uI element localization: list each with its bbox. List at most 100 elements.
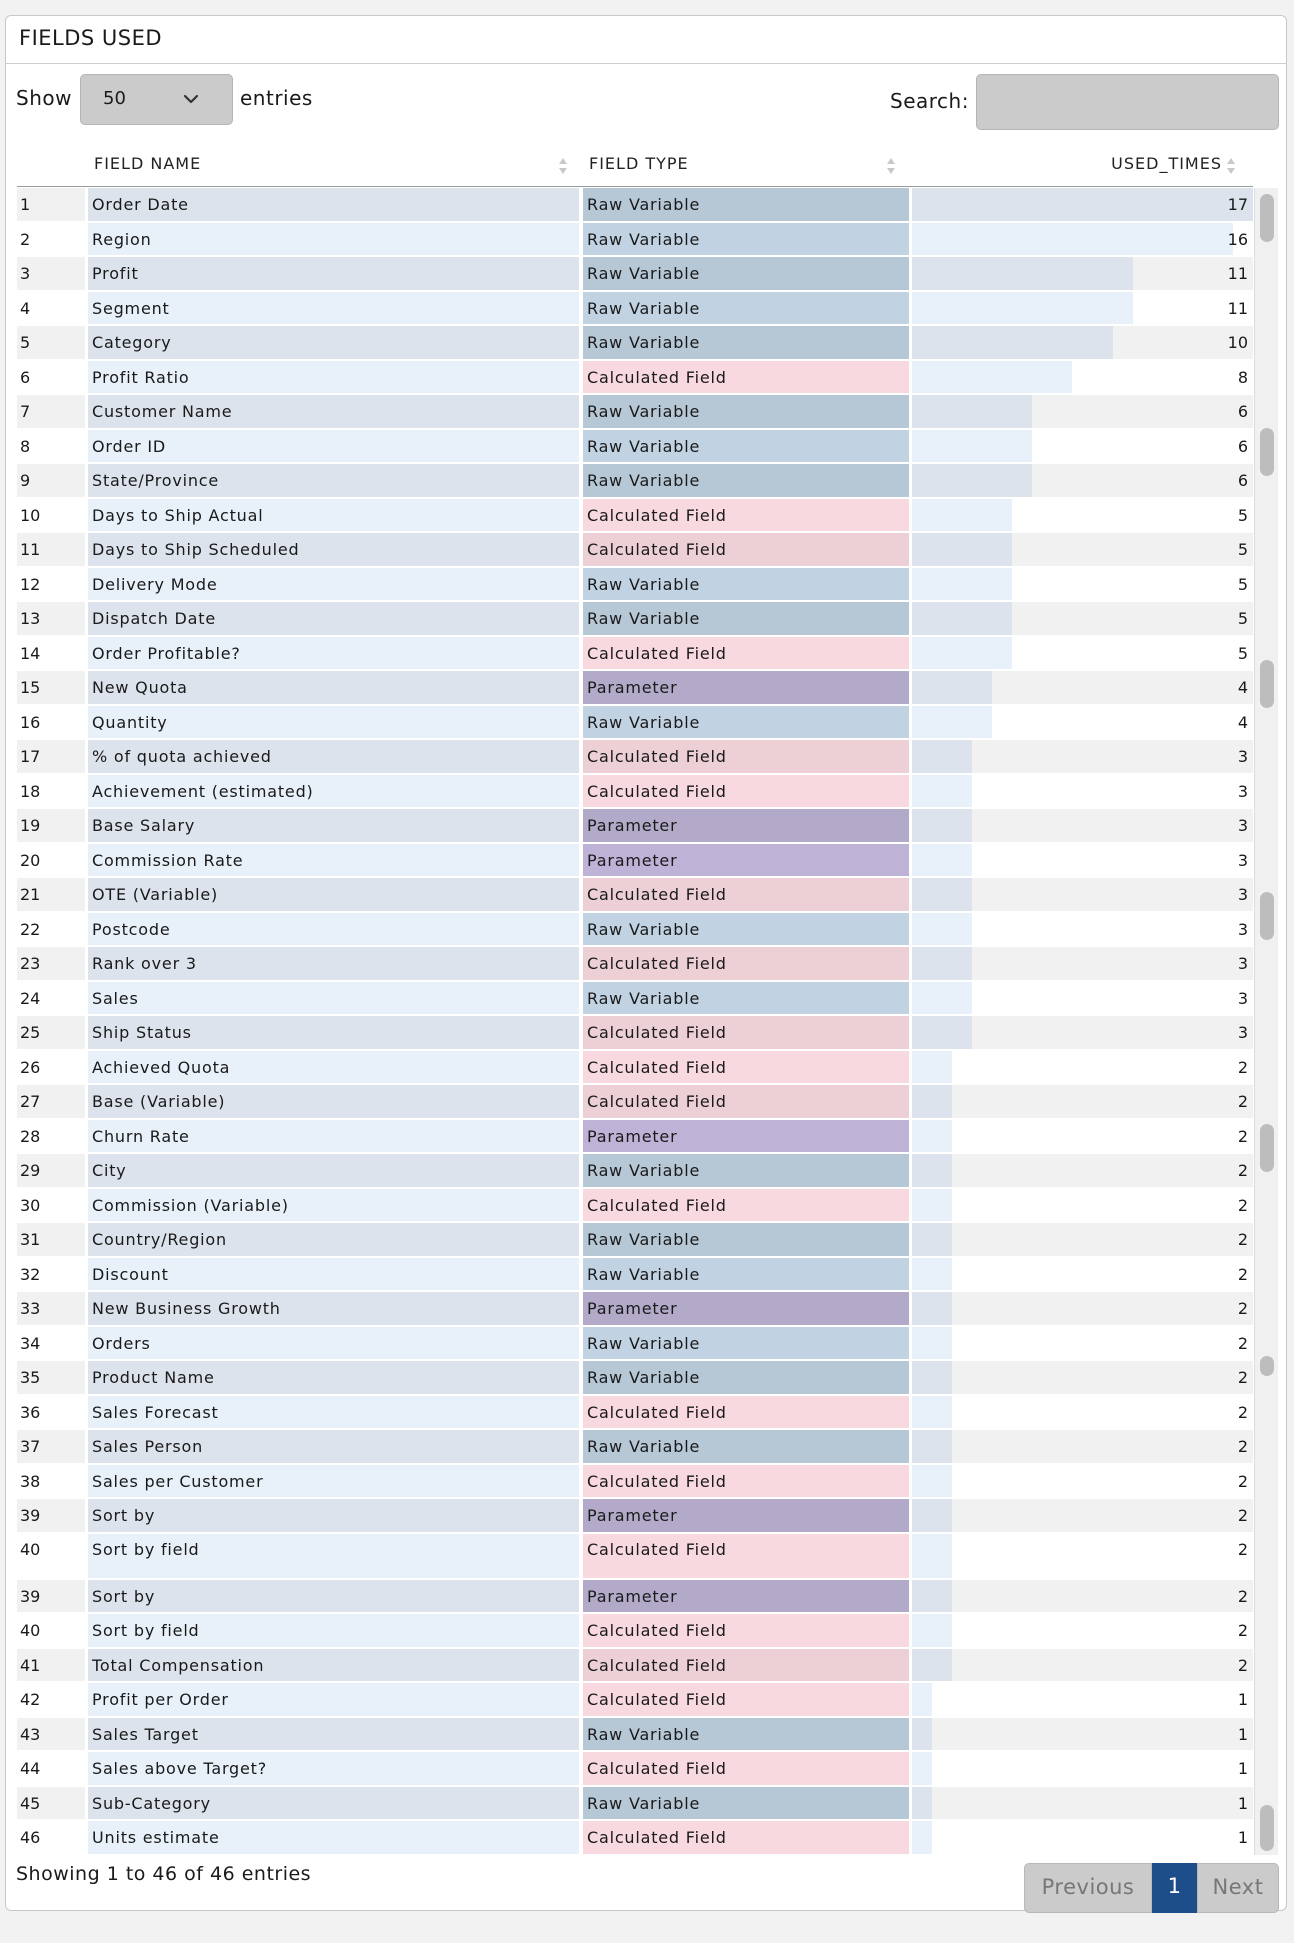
sort-icon[interactable] <box>886 155 896 177</box>
field-name-cell: Delivery Mode <box>88 567 579 600</box>
row-number-text: 20 <box>20 850 41 870</box>
scrollbar-thumb[interactable] <box>1260 1124 1274 1172</box>
row-number: 42 <box>17 1683 85 1716</box>
table-row[interactable]: 36 Sales Forecast Calculated Field 2 <box>17 1395 1253 1431</box>
used-times-cell: 3 <box>912 912 1253 945</box>
table-row[interactable]: 6 Profit Ratio Calculated Field 8 <box>17 360 1253 396</box>
used-times-value: 11 <box>1227 298 1248 318</box>
table-row[interactable]: 41 Total Compensation Calculated Field 2 <box>17 1648 1253 1684</box>
used-times-value: 2 <box>1237 1299 1248 1318</box>
table-row[interactable]: 40 Sort by field Calculated Field 2 <box>17 1533 1253 1580</box>
field-name-cell: Orders <box>88 1326 579 1359</box>
table-row[interactable]: 30 Commission (Variable) Calculated Field 2 <box>17 1188 1253 1224</box>
table-row[interactable]: 10 Days to Ship Actual Calculated Field 5 <box>17 498 1253 534</box>
field-name-text: Postcode <box>92 919 171 939</box>
table-row[interactable]: 5 Category Raw Variable 10 <box>17 326 1253 361</box>
table-row[interactable]: 11 Days to Ship Scheduled Calculated Field… <box>17 533 1253 568</box>
row-number: 1 <box>17 188 85 221</box>
field-name-text: Order Date <box>92 195 189 214</box>
table-row[interactable]: 46 Units estimate Calculated Field 1 <box>17 1821 1253 1856</box>
used-times-bar <box>912 1119 953 1152</box>
table-row[interactable]: 24 Sales Raw Variable 3 <box>17 981 1253 1017</box>
field-name-cell: Ship Status <box>88 1016 579 1049</box>
table-row[interactable]: 4 Segment Raw Variable 11 <box>17 291 1253 327</box>
field-type-cell: Raw Variable <box>583 1361 909 1394</box>
scrollbar[interactable] <box>1254 188 1278 1855</box>
table-row[interactable]: 16 Quantity Raw Variable 4 <box>17 705 1253 741</box>
table-row[interactable]: 33 New Business Growth Parameter 2 <box>17 1292 1253 1327</box>
table-row[interactable]: 39 Sort by Parameter 2 <box>17 1579 1253 1615</box>
scrollbar-thumb[interactable] <box>1260 194 1274 242</box>
table-row[interactable]: 42 Profit per Order Calculated Field 1 <box>17 1683 1253 1718</box>
column-header-used-times[interactable]: USED_TIMES <box>1111 154 1222 173</box>
row-number-text: 38 <box>20 1471 41 1491</box>
used-times-cell: 2 <box>912 1257 1253 1290</box>
table-row[interactable]: 9 State/Province Raw Variable 6 <box>17 464 1253 499</box>
row-number: 10 <box>17 498 85 531</box>
next-page-button[interactable]: Next <box>1197 1863 1279 1913</box>
table-row[interactable]: 3 Profit Raw Variable 11 <box>17 257 1253 292</box>
entries-per-page-select[interactable]: 50 <box>80 74 233 125</box>
field-type-text: Calculated Field <box>587 505 727 525</box>
row-number: 32 <box>17 1257 85 1290</box>
row-number-text: 34 <box>20 1333 41 1353</box>
used-times-cell: 3 <box>912 843 1253 876</box>
field-type-text: Calculated Field <box>587 1621 727 1640</box>
table-row[interactable]: 25 Ship Status Calculated Field 3 <box>17 1016 1253 1051</box>
row-number-text: 36 <box>20 1402 41 1422</box>
table-row[interactable]: 17 % of quota achieved Calculated Field 3 <box>17 740 1253 775</box>
table-row[interactable]: 34 Orders Raw Variable 2 <box>17 1326 1253 1362</box>
table-row[interactable]: 38 Sales per Customer Calculated Field 2 <box>17 1464 1253 1500</box>
table-row[interactable]: 40 Sort by field Calculated Field 2 <box>17 1614 1253 1649</box>
used-times-cell: 1 <box>912 1786 1253 1819</box>
scrollbar-thumb[interactable] <box>1260 660 1274 708</box>
scrollbar-thumb[interactable] <box>1260 892 1274 940</box>
table-row[interactable]: 32 Discount Raw Variable 2 <box>17 1257 1253 1293</box>
table-row[interactable]: 21 OTE (Variable) Calculated Field 3 <box>17 878 1253 913</box>
row-number: 41 <box>17 1648 85 1681</box>
table-row[interactable]: 12 Delivery Mode Raw Variable 5 <box>17 567 1253 603</box>
row-number: 44 <box>17 1752 85 1785</box>
page-1-button[interactable]: 1 <box>1152 1863 1197 1913</box>
search-input[interactable] <box>976 74 1279 130</box>
table-row[interactable]: 19 Base Salary Parameter 3 <box>17 809 1253 844</box>
field-name-text: Category <box>92 333 172 352</box>
table-row[interactable]: 35 Product Name Raw Variable 2 <box>17 1361 1253 1396</box>
used-times-bar <box>912 360 1073 393</box>
column-header-field-name[interactable]: FIELD NAME <box>94 154 202 173</box>
scrollbar-thumb[interactable] <box>1260 1805 1274 1851</box>
field-name-text: OTE (Variable) <box>92 885 219 904</box>
table-row[interactable]: 2 Region Raw Variable 16 <box>17 222 1253 258</box>
row-number-text: 24 <box>20 988 41 1008</box>
table-row[interactable]: 14 Order Profitable? Calculated Field 5 <box>17 636 1253 672</box>
table-row[interactable]: 31 Country/Region Raw Variable 2 <box>17 1223 1253 1258</box>
table-row[interactable]: 28 Churn Rate Parameter 2 <box>17 1119 1253 1155</box>
scrollbar-thumb[interactable] <box>1260 1356 1274 1376</box>
table-row[interactable]: 15 New Quota Parameter 4 <box>17 671 1253 706</box>
table-row[interactable]: 18 Achievement (estimated) Calculated Fiel… <box>17 774 1253 810</box>
table-row[interactable]: 20 Commission Rate Parameter 3 <box>17 843 1253 879</box>
used-times-bar <box>912 671 993 704</box>
column-header-field-type[interactable]: FIELD TYPE <box>589 154 689 173</box>
table-row[interactable]: 43 Sales Target Raw Variable 1 <box>17 1717 1253 1753</box>
table-row[interactable]: 29 City Raw Variable 2 <box>17 1154 1253 1189</box>
table-row[interactable]: 45 Sub-Category Raw Variable 1 <box>17 1786 1253 1822</box>
table-row[interactable]: 27 Base (Variable) Calculated Field 2 <box>17 1085 1253 1120</box>
table-row[interactable]: 13 Dispatch Date Raw Variable 5 <box>17 602 1253 637</box>
field-name-text: Order ID <box>92 436 166 456</box>
table-row[interactable]: 8 Order ID Raw Variable 6 <box>17 429 1253 465</box>
sort-icon[interactable] <box>558 155 568 177</box>
field-name-cell: Country/Region <box>88 1223 579 1256</box>
table-row[interactable]: 23 Rank over 3 Calculated Field 3 <box>17 947 1253 982</box>
sort-icon[interactable] <box>1226 155 1236 177</box>
table-row[interactable]: 7 Customer Name Raw Variable 6 <box>17 395 1253 430</box>
table-row[interactable]: 26 Achieved Quota Calculated Field 2 <box>17 1050 1253 1086</box>
previous-page-button[interactable]: Previous <box>1024 1863 1152 1913</box>
row-number: 23 <box>17 947 85 980</box>
scrollbar-thumb[interactable] <box>1260 428 1274 476</box>
table-row[interactable]: 44 Sales above Target? Calculated Field 1 <box>17 1752 1253 1787</box>
table-row[interactable]: 37 Sales Person Raw Variable 2 <box>17 1430 1253 1465</box>
table-row[interactable]: 1 Order Date Raw Variable 17 <box>17 188 1253 223</box>
table-row[interactable]: 39 Sort by Parameter 2 <box>17 1499 1253 1534</box>
table-row[interactable]: 22 Postcode Raw Variable 3 <box>17 912 1253 948</box>
